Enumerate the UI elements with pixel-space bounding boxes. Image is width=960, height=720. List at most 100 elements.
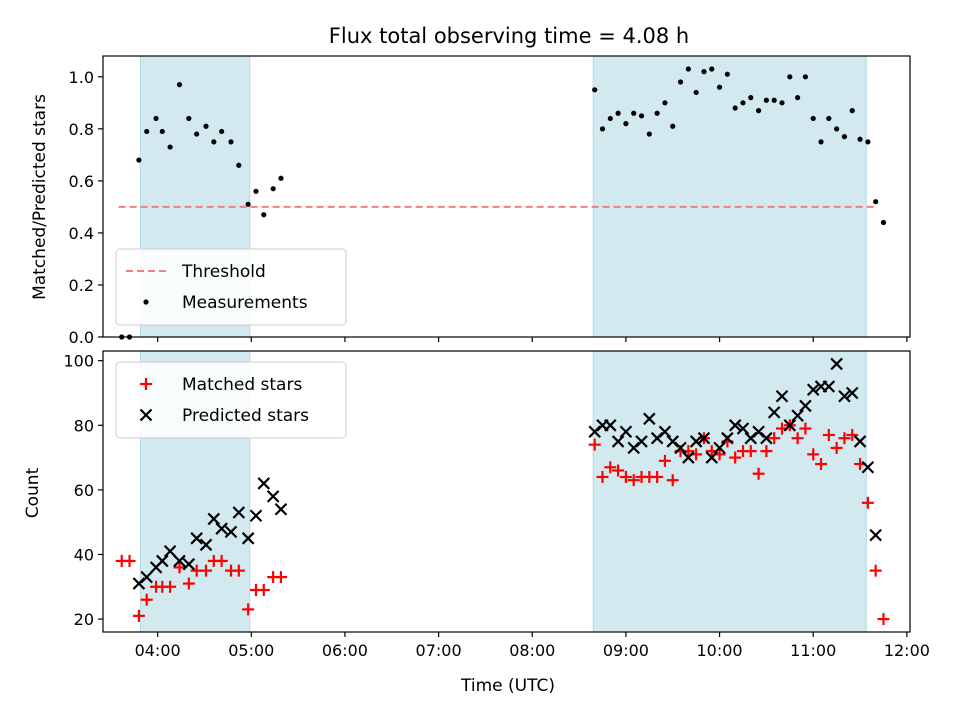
data-point <box>261 212 267 218</box>
data-point <box>830 441 843 454</box>
data-point <box>140 570 153 584</box>
data-point <box>724 71 730 77</box>
data-point <box>849 108 855 114</box>
y-tick-label: 40 <box>74 545 94 564</box>
series-matched-stars <box>115 419 890 626</box>
data-point <box>274 502 288 516</box>
data-point <box>592 87 598 93</box>
x-marker-b <box>182 557 196 571</box>
x-marker-b <box>257 477 271 490</box>
data-point <box>732 105 738 111</box>
x-marker-b <box>190 532 203 545</box>
data-point <box>674 441 687 455</box>
data-point <box>744 445 757 458</box>
data-point <box>716 84 723 90</box>
data-point <box>865 139 871 145</box>
data-point <box>736 422 750 435</box>
data-point <box>241 532 255 545</box>
legend-label: Predicted stars <box>182 406 309 426</box>
observing-window-2 <box>592 55 867 338</box>
data-point <box>768 432 781 445</box>
chart-title: Flux total observing time = 4.08 h <box>329 24 689 48</box>
x-marker-b <box>721 431 734 445</box>
legend-label: Matched stars <box>182 375 302 395</box>
x-marker-b <box>791 409 804 422</box>
x-marker-b <box>274 502 288 516</box>
data-point <box>635 435 648 448</box>
data-point <box>810 115 816 122</box>
data-point <box>799 422 812 435</box>
data-point <box>670 123 676 129</box>
data-point <box>658 454 671 467</box>
data-point <box>215 554 228 567</box>
x-marker-b <box>635 435 648 448</box>
data-point <box>176 82 183 88</box>
data-point <box>830 357 843 371</box>
data-point <box>783 419 797 432</box>
data-point <box>807 448 820 461</box>
data-point <box>199 538 213 552</box>
data-point <box>619 470 632 483</box>
data-point <box>159 128 165 135</box>
x-marker-b <box>643 412 656 426</box>
data-point <box>861 460 875 474</box>
data-point <box>215 522 228 535</box>
top-panel: 0.0 0.2 0.4 0.6 0.8 1.0 Threshold Measurements <box>69 55 911 347</box>
data-point <box>144 128 150 135</box>
x-tick-label: 10:00 <box>697 641 743 660</box>
data-point <box>140 593 153 606</box>
data-point <box>182 577 195 590</box>
data-point <box>132 609 145 622</box>
y-tick-label: 0.0 <box>69 328 94 347</box>
data-point <box>685 66 691 72</box>
data-point <box>631 110 637 116</box>
data-point <box>729 451 742 464</box>
data-point <box>713 441 726 455</box>
data-point <box>795 95 801 101</box>
data-point <box>752 467 765 480</box>
data-point <box>257 477 271 490</box>
x-marker-b <box>830 357 843 371</box>
legend-label: Threshold <box>181 262 266 282</box>
x-marker-b <box>241 532 255 545</box>
axes-frame <box>102 55 911 338</box>
data-point <box>200 564 213 577</box>
data-point <box>689 435 703 448</box>
data-point <box>611 435 625 448</box>
data-point <box>236 162 242 168</box>
x-marker-b <box>666 435 680 448</box>
x-tick-label: 05:00 <box>228 641 274 660</box>
data-point <box>203 123 209 129</box>
x-tick-label: 04:00 <box>135 641 181 660</box>
data-point <box>697 431 711 445</box>
data-point <box>771 97 777 103</box>
legend-swatch <box>143 299 149 305</box>
x-marker-b <box>728 419 742 432</box>
data-point <box>604 461 617 474</box>
y-tick-label: 20 <box>74 610 94 629</box>
data-point <box>880 219 887 226</box>
data-point <box>607 115 613 122</box>
observing-window-2 <box>592 350 867 633</box>
data-point <box>245 201 251 207</box>
data-point <box>599 126 606 132</box>
series-predicted-stars <box>132 357 882 590</box>
data-point <box>791 432 804 445</box>
data-point <box>153 115 159 122</box>
y-tick-label: 0.6 <box>69 172 94 191</box>
x-marker-b <box>140 570 153 584</box>
data-point <box>654 110 660 116</box>
x-tick-label: 11:00 <box>790 641 836 660</box>
x-tick-label: 12:00 <box>884 641 930 660</box>
data-point <box>853 435 867 448</box>
y-tick-label: 0.4 <box>69 224 94 243</box>
bottom-panel: 04:00 05:00 06:00 07:00 08:00 09:00 10:00 11:00… <box>63 350 930 660</box>
legend: Matched stars Predicted stars <box>115 361 347 439</box>
data-point <box>211 139 217 145</box>
x-marker-b <box>249 509 263 523</box>
data-point <box>232 564 245 577</box>
data-point <box>278 175 284 181</box>
x-marker-b <box>853 435 867 448</box>
data-point <box>219 128 225 135</box>
data-point <box>791 409 804 422</box>
